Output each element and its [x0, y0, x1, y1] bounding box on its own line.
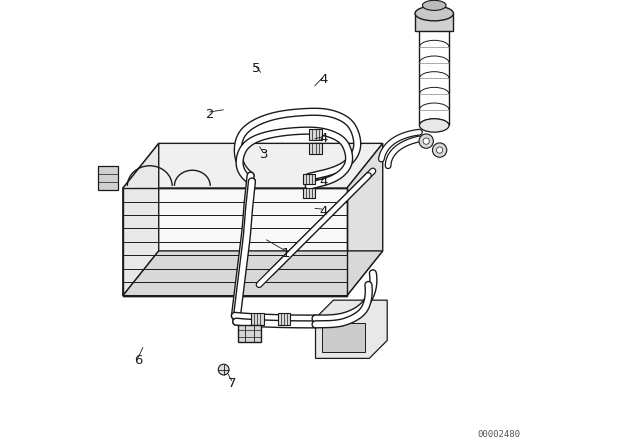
- Polygon shape: [123, 143, 383, 188]
- Text: 4: 4: [319, 73, 328, 86]
- Ellipse shape: [422, 0, 446, 10]
- Circle shape: [433, 143, 447, 157]
- Text: 6: 6: [134, 354, 143, 367]
- Text: 4: 4: [319, 205, 328, 218]
- Polygon shape: [347, 143, 383, 296]
- Bar: [303, 188, 315, 198]
- Text: 4: 4: [319, 132, 328, 146]
- Text: 1: 1: [282, 246, 291, 260]
- Bar: [278, 313, 291, 325]
- Bar: [309, 143, 322, 154]
- Polygon shape: [323, 323, 365, 352]
- Bar: [309, 129, 322, 140]
- Bar: [237, 325, 261, 342]
- Circle shape: [218, 364, 229, 375]
- Text: 3: 3: [260, 148, 268, 161]
- Text: 4: 4: [319, 175, 328, 188]
- Circle shape: [419, 134, 433, 148]
- Text: 2: 2: [205, 108, 214, 121]
- Text: 7: 7: [228, 376, 237, 390]
- Polygon shape: [123, 143, 159, 296]
- Bar: [251, 313, 264, 325]
- Polygon shape: [98, 166, 118, 190]
- Polygon shape: [316, 300, 387, 358]
- Polygon shape: [123, 188, 347, 296]
- Ellipse shape: [415, 6, 454, 21]
- Text: 00002480: 00002480: [477, 430, 521, 439]
- Circle shape: [423, 138, 429, 144]
- Ellipse shape: [419, 119, 449, 132]
- Polygon shape: [123, 251, 383, 296]
- Circle shape: [436, 147, 443, 153]
- Polygon shape: [415, 13, 454, 31]
- Bar: [303, 174, 315, 184]
- Text: 5: 5: [252, 61, 260, 75]
